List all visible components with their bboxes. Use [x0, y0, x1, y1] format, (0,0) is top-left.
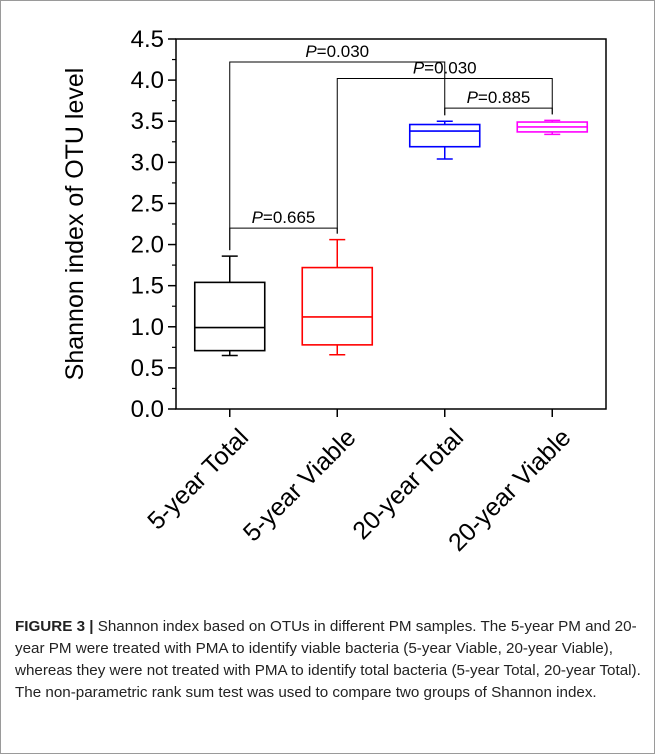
y-tick-label: 1.0: [131, 314, 164, 341]
y-tick-label: 3.5: [131, 108, 164, 135]
significance-bracket: [336, 77, 553, 234]
y-tick-label: 4.5: [131, 26, 164, 53]
p-symbol: P: [413, 58, 425, 77]
p-symbol: P: [252, 208, 264, 227]
p-value-label: P=0.885: [467, 88, 531, 107]
figure-caption: FIGURE 3 | Shannon index based on OTUs i…: [15, 616, 645, 704]
p-value: =0.885: [478, 88, 530, 107]
caption-text: Shannon index based on OTUs in different…: [15, 618, 641, 701]
p-value-label: P=0.030: [305, 42, 369, 61]
p-symbol: P: [467, 88, 479, 107]
significance-bracket: [444, 107, 553, 116]
p-value-label: P=0.665: [252, 208, 316, 227]
significance-bracket: [229, 227, 338, 251]
x-tick-label: 20-year Total: [347, 423, 469, 545]
p-value: =0.030: [424, 58, 476, 77]
p-value: =0.030: [317, 42, 369, 61]
plot-frame: [175, 38, 607, 410]
figure-label: FIGURE 3 |: [15, 618, 94, 635]
p-symbol: P: [305, 42, 317, 61]
shannon-index-box-plot: 0.0 0.5 1.0 1.5 2.0 2.5 3.0 3.5 4.0 4.5 Shannon in…: [61, 26, 607, 557]
y-tick-label: 0.5: [131, 355, 164, 382]
box-iqr: [301, 266, 374, 346]
y-tick-label: 2.0: [131, 232, 164, 259]
x-tick-label: 5-year Viable: [238, 423, 362, 547]
p-value-label: P=0.030: [413, 58, 477, 77]
y-tick-label: 0.0: [131, 396, 164, 423]
y-axis-label: Shannon index of OTU level: [61, 68, 89, 381]
y-tick-label: 3.0: [131, 149, 164, 176]
y-tick-label: 4.0: [131, 67, 164, 94]
significance-bracket: [229, 61, 446, 251]
box-iqr: [408, 123, 481, 148]
x-tick-label: 5-year Total: [142, 423, 254, 535]
y-tick-label: 2.5: [131, 190, 164, 217]
p-value: =0.665: [263, 208, 315, 227]
y-tick-label: 1.5: [131, 273, 164, 300]
box-iqr: [193, 281, 266, 352]
